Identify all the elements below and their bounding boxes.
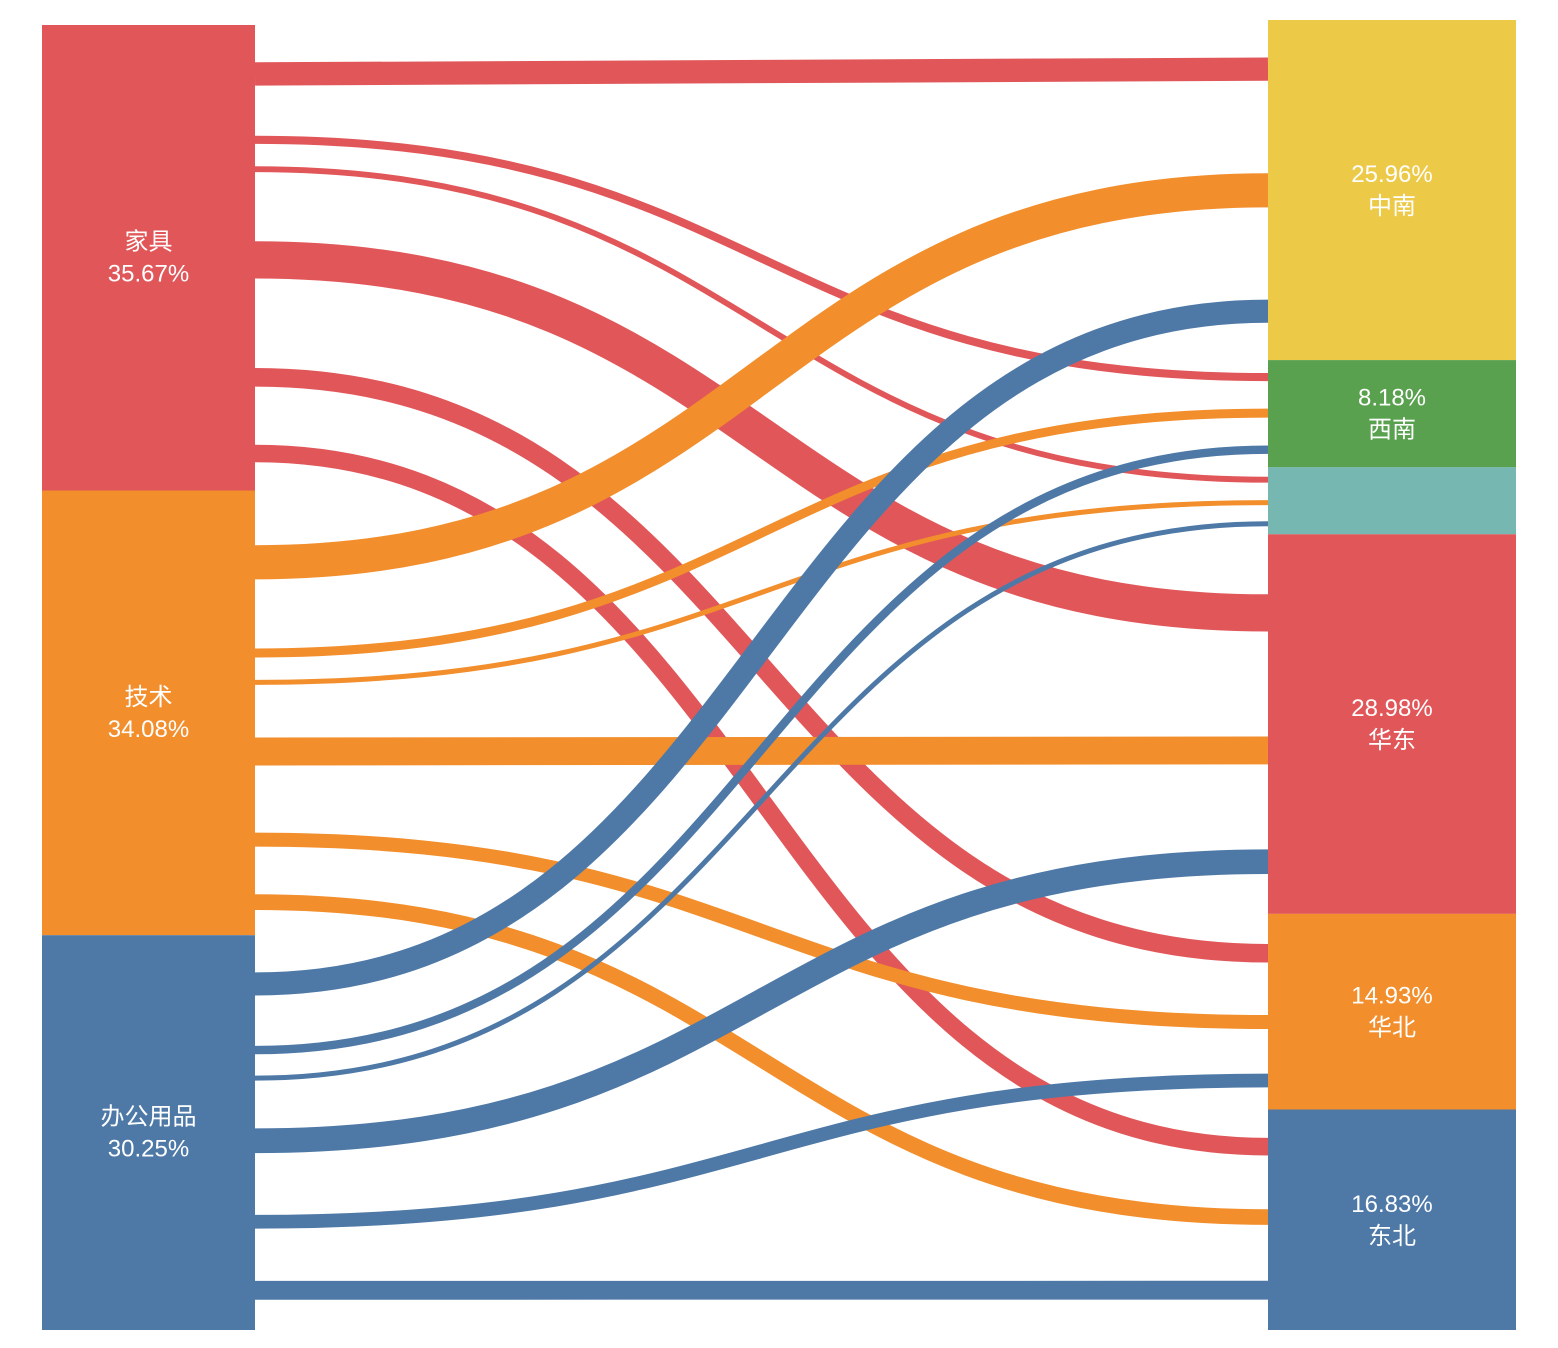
sankey-link-technology-huabei[interactable] <box>254 832 1269 1030</box>
node-label-line: 8.18% <box>1358 385 1426 412</box>
node-label-line: 35.67% <box>108 261 189 288</box>
node-label-furniture: 家具 35.67% <box>108 229 189 288</box>
node-label-line: 中南 <box>1368 193 1416 220</box>
node-label-line: 家具 <box>125 229 173 256</box>
sankey-node-dongbei[interactable] <box>1268 1109 1516 1331</box>
node-label-xinan: 8.18% 西南 <box>1358 385 1426 444</box>
node-label-line: 25.96% <box>1351 161 1432 188</box>
sankey-links <box>254 57 1269 1300</box>
node-label-huadong: 28.98% 华东 <box>1351 695 1432 754</box>
sankey-labels: 家具 35.67% 技术 34.08% 办公用品 30.25% 25.96% 中南 8.18% 西… <box>101 161 1433 1250</box>
node-label-huabei: 14.93% 华北 <box>1351 983 1432 1042</box>
node-label-line: 14.93% <box>1351 983 1432 1010</box>
sankey-link-office-supplies-unlabeled-region[interactable] <box>254 521 1269 1081</box>
node-label-dongbei: 16.83% 东北 <box>1351 1191 1432 1250</box>
sankey-link-office-supplies-zhongnan[interactable] <box>254 299 1269 996</box>
sankey-link-technology-unlabeled-region[interactable] <box>254 500 1269 685</box>
sankey-link-furniture-zhongnan[interactable] <box>254 57 1269 86</box>
node-label-line: 办公用品 <box>101 1104 197 1131</box>
node-label-line: 华东 <box>1368 727 1416 754</box>
sankey-link-technology-dongbei[interactable] <box>254 894 1269 1225</box>
node-label-line: 华北 <box>1368 1015 1416 1042</box>
sankey-link-technology-zhongnan[interactable] <box>254 173 1269 580</box>
sankey-node-unlabeled-region[interactable] <box>1268 467 1516 535</box>
sankey-link-technology-xinan[interactable] <box>254 408 1269 658</box>
node-label-technology: 技术 34.08% <box>108 684 189 743</box>
node-label-line: 30.25% <box>108 1136 189 1163</box>
sankey-nodes <box>42 20 1516 1330</box>
sankey-node-xinan[interactable] <box>1268 360 1516 468</box>
node-label-line: 34.08% <box>108 716 189 743</box>
sankey-node-huabei[interactable] <box>1268 913 1516 1110</box>
node-label-line: 16.83% <box>1351 1191 1432 1218</box>
sankey-node-technology[interactable] <box>42 490 255 936</box>
sankey-link-furniture-unlabeled-region[interactable] <box>254 166 1269 483</box>
node-label-office-supplies: 办公用品 30.25% <box>101 1104 197 1163</box>
node-label-line: 28.98% <box>1351 695 1432 722</box>
node-label-line: 西南 <box>1368 417 1416 444</box>
sankey-link-office-supplies-huadong[interactable] <box>254 849 1269 1154</box>
node-label-line: 技术 <box>125 684 173 711</box>
sankey-link-office-supplies-huabei[interactable] <box>254 1073 1269 1229</box>
node-label-zhongnan: 25.96% 中南 <box>1351 161 1432 220</box>
node-label-line: 东北 <box>1368 1223 1416 1250</box>
sankey-node-office-supplies[interactable] <box>42 935 255 1330</box>
sankey-link-office-supplies-xinan[interactable] <box>254 445 1269 1055</box>
sankey-node-huadong[interactable] <box>1268 534 1516 914</box>
sankey-link-furniture-huadong[interactable] <box>254 241 1269 632</box>
sankey-node-furniture[interactable] <box>42 25 255 491</box>
sankey-node-zhongnan[interactable] <box>1268 20 1516 361</box>
